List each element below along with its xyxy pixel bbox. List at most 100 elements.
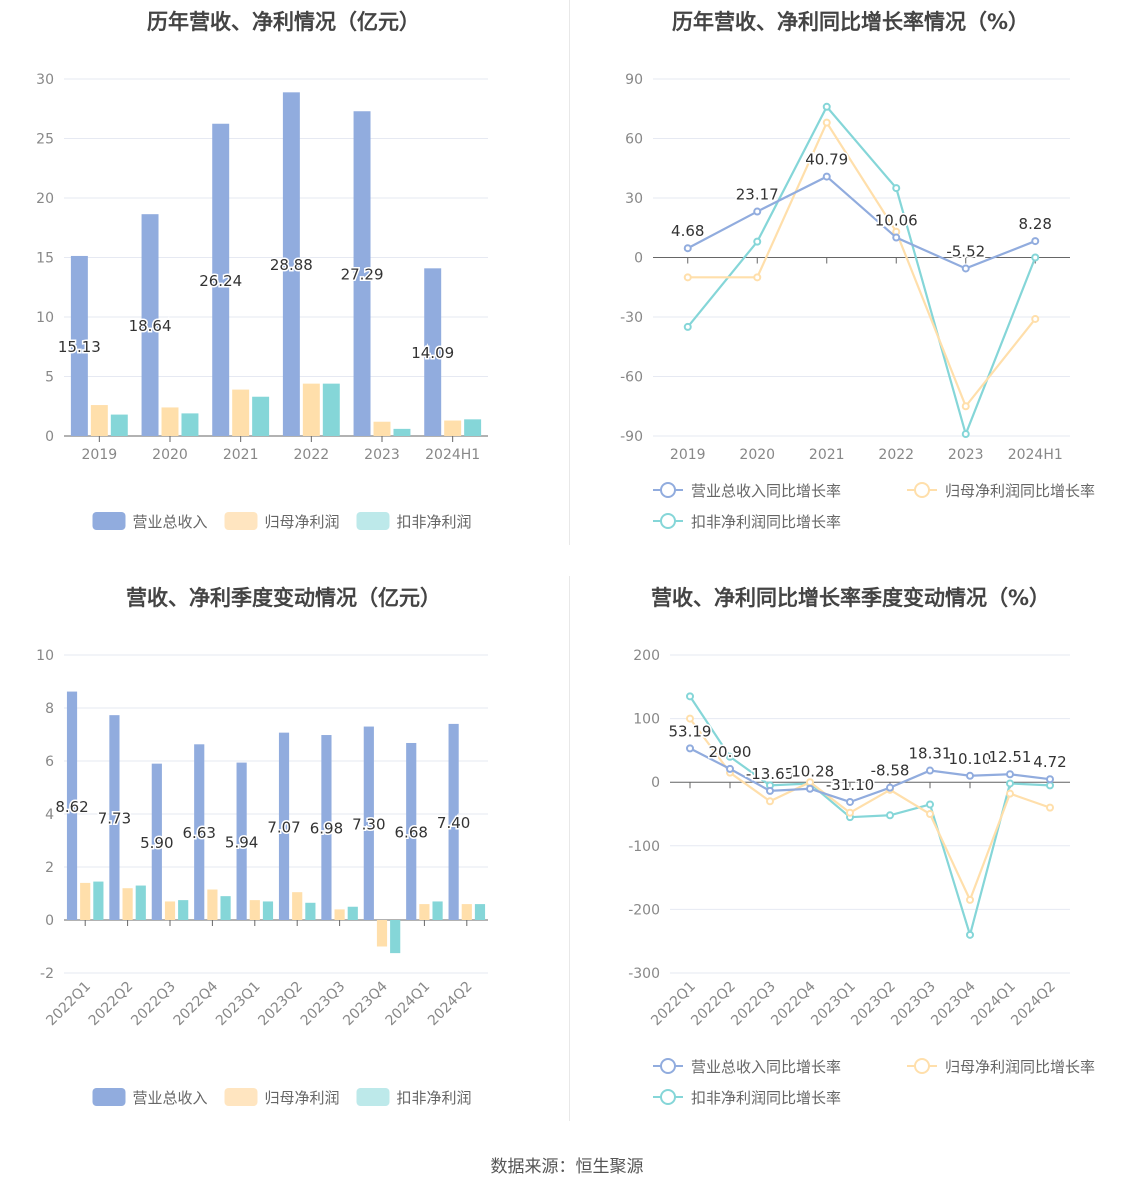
x-tick-label: 2023Q4 xyxy=(340,978,391,1029)
x-tick-label: 2022Q3 xyxy=(128,979,179,1030)
y-tick-label: 10 xyxy=(36,310,54,326)
y-tick-label: 0 xyxy=(651,775,660,791)
plot-area: -90 -60 -30 0 30 60 90 2019 2020 2021 2022 2023 2024… xyxy=(620,72,1070,463)
chart-title: 营收、净利同比增长率季度变动情况（%） xyxy=(650,586,1051,610)
data-point xyxy=(1046,775,1054,784)
bar xyxy=(282,92,300,436)
chart-canvas: -300-200-10001002002022Q12022Q22022Q3202… xyxy=(628,648,1095,1107)
bar xyxy=(424,268,442,436)
bar xyxy=(141,214,159,436)
bar xyxy=(302,383,320,436)
bar xyxy=(181,413,199,436)
bar xyxy=(194,744,205,920)
bar xyxy=(178,900,189,920)
y-tick-label: -100 xyxy=(628,839,660,855)
data-label: 12.51 xyxy=(989,748,1032,766)
bar xyxy=(110,414,128,436)
data-point xyxy=(1046,781,1054,790)
data-label: 26.24 xyxy=(199,272,242,290)
y-tick-label: 4 xyxy=(45,807,54,823)
bar xyxy=(262,901,274,920)
y-tick-label: -60 xyxy=(620,370,643,386)
x-tick-label: 2023 xyxy=(364,447,400,463)
series-line xyxy=(686,104,1037,438)
bar xyxy=(461,904,472,920)
y-tick-label: 100 xyxy=(633,712,660,728)
y-tick-label: -30 xyxy=(620,310,643,326)
y-tick-label: 30 xyxy=(625,191,643,207)
legend-label: 扣非净利润同比增长率 xyxy=(691,513,841,531)
data-label: 6.98 xyxy=(310,820,343,838)
data-label: 7.07 xyxy=(267,818,300,836)
panel-divider xyxy=(569,0,570,545)
legend-label: 扣非净利润 xyxy=(397,1089,472,1107)
data-label: -13.65 xyxy=(746,765,794,783)
plot-area: -300-200-10001002002022Q12022Q22022Q3202… xyxy=(628,648,1070,1029)
data-point xyxy=(892,233,901,242)
bar xyxy=(151,763,162,920)
legend-marker xyxy=(914,1058,930,1074)
data-label: 7.73 xyxy=(98,810,131,828)
legend-label: 归母净利润同比增长率 xyxy=(945,1058,1095,1076)
series-line xyxy=(689,717,1051,903)
data-point xyxy=(683,244,692,253)
data-label: 10.06 xyxy=(875,212,918,230)
data-label: 28.88 xyxy=(270,256,313,274)
data-point xyxy=(926,810,934,818)
y-tick-label: 30 xyxy=(36,72,54,88)
data-point xyxy=(961,402,970,411)
data-point xyxy=(686,692,694,701)
legend-swatch xyxy=(92,512,126,530)
y-tick-label: 0 xyxy=(634,251,643,267)
data-point xyxy=(966,930,974,939)
annual-growth-rate-chart: 历年营收、净利同比增长率情况（%） -90 -60 -30 0 30 60 90 2019 20… xyxy=(567,0,1134,576)
legend-label: 营业总收入同比增长率 xyxy=(691,482,841,500)
chart-title: 历年营收、净利情况（亿元） xyxy=(147,10,420,34)
x-tick-label: 2021 xyxy=(223,447,259,463)
bar xyxy=(406,742,417,920)
y-tick-label: 5 xyxy=(45,370,54,386)
bar xyxy=(373,421,391,436)
data-point xyxy=(966,771,974,780)
data-point xyxy=(1006,770,1014,779)
bar xyxy=(305,902,316,920)
data-point xyxy=(846,808,854,817)
data-label: 18.31 xyxy=(909,745,952,763)
data-point xyxy=(1006,779,1014,788)
data-point xyxy=(1006,789,1014,798)
chart-title: 营收、净利季度变动情况（亿元） xyxy=(126,586,441,610)
bar xyxy=(347,906,358,920)
x-tick-label: 2024Q2 xyxy=(425,979,476,1030)
y-tick-label: 60 xyxy=(625,132,643,148)
data-label: 6.63 xyxy=(183,824,216,842)
data-point xyxy=(753,207,762,216)
x-tick-label: 2023 xyxy=(948,447,984,463)
x-tick-label: 2022Q4 xyxy=(171,978,222,1029)
chart-title: 历年营收、净利同比增长率情况（%） xyxy=(671,10,1030,34)
quarterly-revenue-profit-chart: 营收、净利季度变动情况（亿元） -2 0 2 4 6 8 10 2022Q1 2022Q2 202… xyxy=(0,576,567,1152)
data-point xyxy=(766,797,774,806)
x-tick-label: 2020 xyxy=(739,447,775,463)
data-point xyxy=(753,237,762,246)
x-tick-label: 2024Q1 xyxy=(383,979,434,1030)
data-label: 4.72 xyxy=(1033,753,1066,771)
bar xyxy=(109,715,120,920)
data-point xyxy=(1031,314,1040,323)
legend-swatch xyxy=(92,1088,126,1106)
data-label: 5.90 xyxy=(140,834,173,852)
x-tick-label: 2023Q3 xyxy=(298,979,349,1030)
data-point xyxy=(753,273,762,282)
data-point xyxy=(822,172,831,181)
data-label: -5.52 xyxy=(946,242,985,260)
x-tick-label: 2022Q2 xyxy=(86,979,137,1030)
bar xyxy=(90,405,108,436)
series-line xyxy=(689,747,1051,804)
y-tick-label: -90 xyxy=(620,429,643,445)
data-point xyxy=(892,184,901,193)
bar xyxy=(220,896,231,920)
legend-label: 归母净利润同比增长率 xyxy=(945,482,1095,500)
data-point xyxy=(683,322,692,331)
legend-swatch xyxy=(224,512,258,530)
y-tick-label: 8 xyxy=(45,701,54,717)
data-label: 8.62 xyxy=(55,798,88,816)
